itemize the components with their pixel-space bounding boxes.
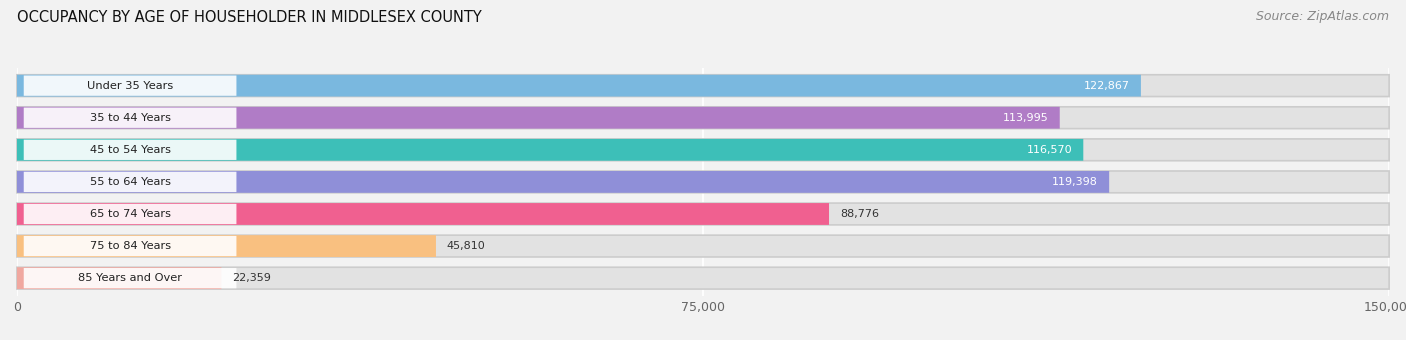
Text: 35 to 44 Years: 35 to 44 Years	[90, 113, 170, 123]
FancyBboxPatch shape	[17, 171, 1389, 193]
FancyBboxPatch shape	[24, 172, 236, 192]
Text: OCCUPANCY BY AGE OF HOUSEHOLDER IN MIDDLESEX COUNTY: OCCUPANCY BY AGE OF HOUSEHOLDER IN MIDDL…	[17, 10, 482, 25]
Text: 116,570: 116,570	[1026, 145, 1073, 155]
FancyBboxPatch shape	[17, 139, 1083, 161]
FancyBboxPatch shape	[24, 236, 236, 256]
Text: 65 to 74 Years: 65 to 74 Years	[90, 209, 170, 219]
Text: 45 to 54 Years: 45 to 54 Years	[90, 145, 170, 155]
FancyBboxPatch shape	[17, 267, 1389, 289]
Text: 45,810: 45,810	[447, 241, 485, 251]
Text: 55 to 64 Years: 55 to 64 Years	[90, 177, 170, 187]
Text: 85 Years and Over: 85 Years and Over	[79, 273, 183, 283]
Text: Source: ZipAtlas.com: Source: ZipAtlas.com	[1256, 10, 1389, 23]
FancyBboxPatch shape	[17, 75, 1140, 97]
Text: 75 to 84 Years: 75 to 84 Years	[90, 241, 170, 251]
FancyBboxPatch shape	[24, 140, 236, 160]
FancyBboxPatch shape	[17, 235, 436, 257]
Text: 119,398: 119,398	[1052, 177, 1098, 187]
FancyBboxPatch shape	[17, 203, 1389, 225]
FancyBboxPatch shape	[24, 204, 236, 224]
FancyBboxPatch shape	[17, 107, 1060, 129]
FancyBboxPatch shape	[17, 107, 1389, 129]
FancyBboxPatch shape	[24, 75, 236, 96]
FancyBboxPatch shape	[17, 267, 221, 289]
Text: 122,867: 122,867	[1084, 81, 1130, 91]
FancyBboxPatch shape	[17, 171, 1109, 193]
Text: 113,995: 113,995	[1002, 113, 1049, 123]
FancyBboxPatch shape	[17, 235, 1389, 257]
Text: 22,359: 22,359	[232, 273, 271, 283]
FancyBboxPatch shape	[24, 268, 236, 288]
FancyBboxPatch shape	[17, 203, 830, 225]
Text: Under 35 Years: Under 35 Years	[87, 81, 173, 91]
FancyBboxPatch shape	[17, 139, 1389, 161]
Text: 88,776: 88,776	[839, 209, 879, 219]
FancyBboxPatch shape	[24, 107, 236, 128]
FancyBboxPatch shape	[17, 75, 1389, 97]
